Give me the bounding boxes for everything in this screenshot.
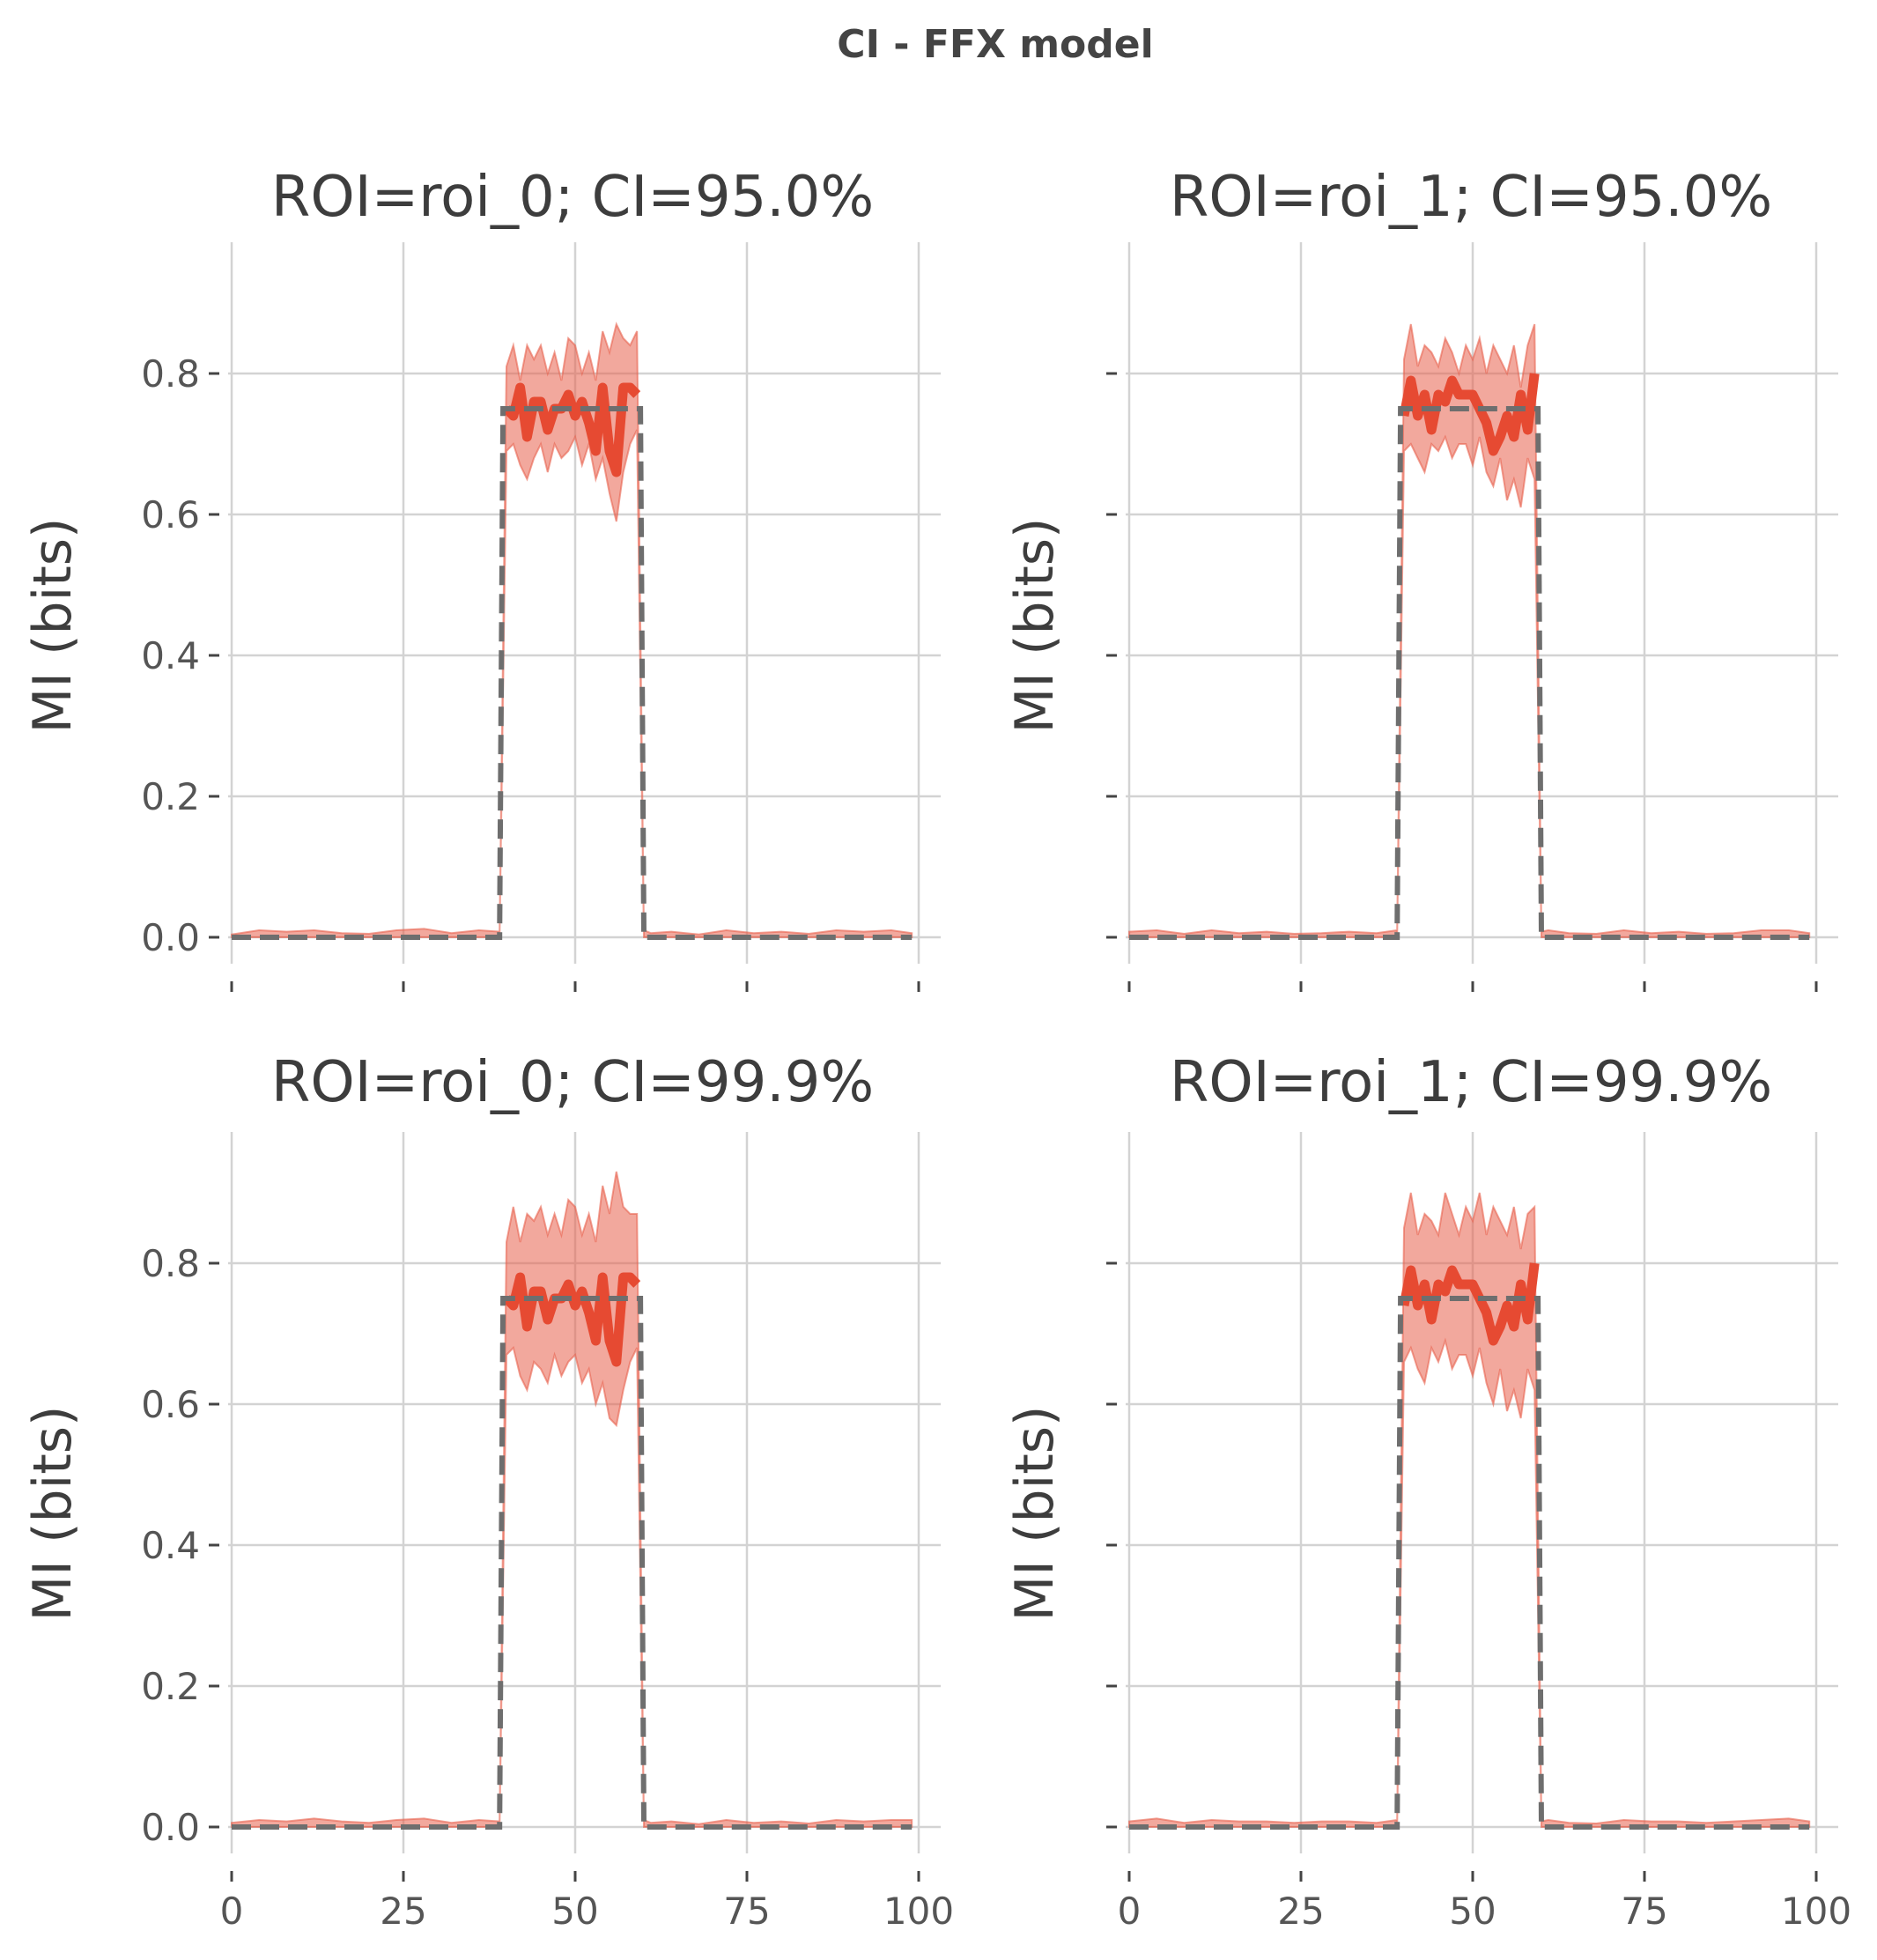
x-tick-label: 25 — [380, 1890, 426, 1933]
plot-area: 0.0 0.2 0.4 0.6 0.8 0 25 50 75 100 — [141, 1132, 954, 1933]
y-axis-label: MI (bits) — [22, 518, 84, 734]
true-line — [1129, 406, 1810, 940]
mean-line — [503, 382, 641, 477]
true-line — [232, 406, 913, 940]
x-tick-label: 0 — [220, 1890, 244, 1933]
x-tick-label: 25 — [1277, 1890, 1324, 1933]
subplot-roi-0-ci-999: ROI=roi_0; CI=99.9% MI (bits) 0.00.20.40… — [22, 1050, 954, 1933]
y-tick-label: 0.4 — [141, 1524, 200, 1567]
x-tick-label: 75 — [1621, 1890, 1667, 1933]
plot-area: 0.0 0.2 0.4 0.6 0.8 — [141, 242, 941, 992]
y-tick-label: 0.2 — [141, 1665, 200, 1708]
y-tick-label: 0.8 — [141, 1242, 200, 1285]
subplot-title: ROI=roi_0; CI=99.9% — [271, 1050, 874, 1115]
subplot-roi-0-ci-95: ROI=roi_0; CI=95.0% MI (bits) 0.00.20.40… — [22, 165, 941, 992]
y-tick-label: 0.8 — [141, 352, 200, 396]
y-axis-label: MI (bits) — [22, 1406, 84, 1622]
y-tick-label: 0.0 — [141, 916, 200, 959]
plot-area — [1106, 242, 1838, 992]
mean-line — [1399, 1262, 1540, 1346]
y-tick-label: 0.4 — [141, 634, 200, 677]
x-tick-label: 100 — [1781, 1890, 1851, 1933]
x-tick-label: 75 — [723, 1890, 770, 1933]
y-tick-label: 0.6 — [141, 493, 200, 536]
true-line — [232, 1296, 913, 1830]
y-axis-label: MI (bits) — [1004, 1406, 1066, 1622]
subplot-roi-1-ci-999: ROI=roi_1; CI=99.9% MI (bits) 0 25 50 75 100 — [1004, 1050, 1851, 1933]
figure-suptitle: CI - FFX model — [837, 22, 1153, 67]
x-tick-label: 0 — [1118, 1890, 1142, 1933]
y-tick-label: 0.6 — [141, 1383, 200, 1426]
mean-line — [503, 1272, 641, 1367]
y-tick-label: 0.0 — [141, 1806, 200, 1849]
subplot-title: ROI=roi_1; CI=99.9% — [1170, 1050, 1772, 1115]
y-tick-label: 0.2 — [141, 775, 200, 818]
true-line — [1129, 1296, 1810, 1830]
subplot-roi-1-ci-95: ROI=roi_1; CI=95.0% MI (bits) — [1004, 165, 1838, 992]
mean-line — [1399, 373, 1540, 456]
plot-area: 0 25 50 75 100 — [1106, 1132, 1851, 1933]
x-tick-label: 100 — [883, 1890, 954, 1933]
subplot-title: ROI=roi_0; CI=95.0% — [271, 165, 874, 230]
x-tick-label: 50 — [551, 1890, 598, 1933]
y-axis-label: MI (bits) — [1004, 518, 1066, 734]
x-tick-label: 50 — [1449, 1890, 1496, 1933]
subplot-title: ROI=roi_1; CI=95.0% — [1170, 165, 1772, 230]
